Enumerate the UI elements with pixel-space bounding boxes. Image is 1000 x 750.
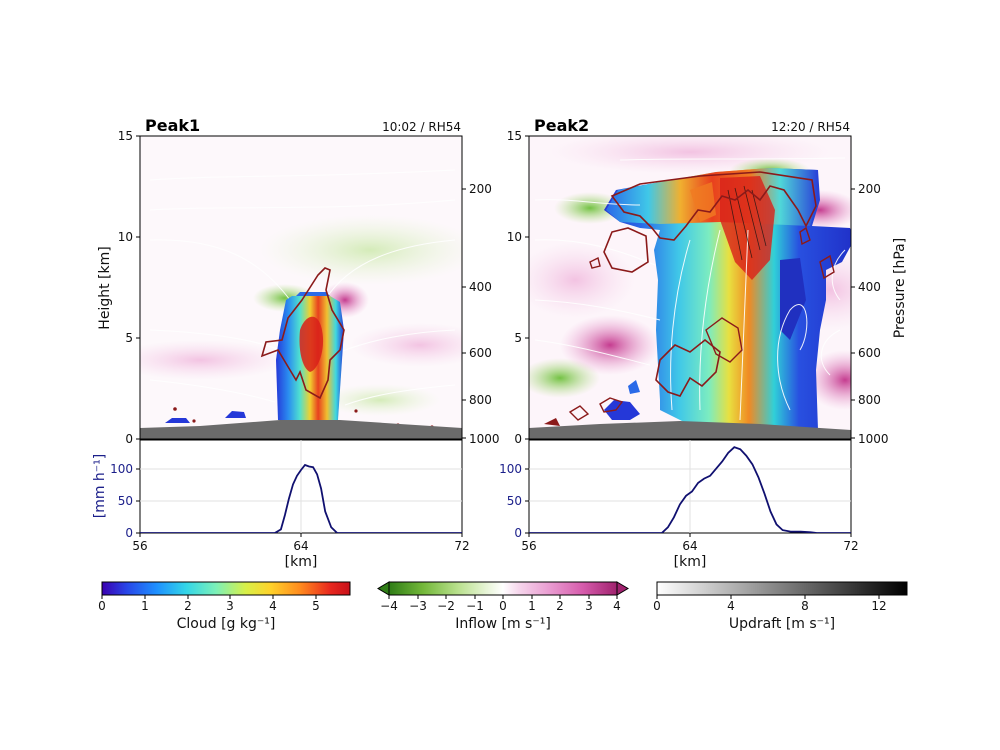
peak1-cross-section [140, 136, 462, 439]
inflow-tick-m3: −3 [409, 599, 427, 613]
peak2-ytick-15: 15 [507, 129, 522, 143]
peak2-ptick-600: 600 [858, 346, 881, 360]
cloud-tick-2: 2 [184, 599, 192, 613]
rain1-ytick-0: 0 [125, 526, 133, 540]
peak1-title: Peak1 [145, 116, 200, 135]
rain2-ytick-50: 50 [507, 494, 522, 508]
rain2-xtick-72: 72 [843, 539, 858, 553]
peak2-ytick-0: 0 [514, 432, 522, 446]
colorbar-cloud: 0 1 2 3 4 5 Cloud [g kg⁻¹] [98, 581, 351, 632]
peak2-title: Peak2 [534, 116, 589, 135]
peak2-subtitle: 12:20 / RH54 [771, 120, 850, 134]
rain1-ytick-100: 100 [110, 462, 133, 476]
inflow-tick-0: 0 [499, 599, 507, 613]
peak2-rain-line [529, 446, 851, 533]
updraft-tick-0: 0 [653, 599, 661, 613]
cloud-tick-0: 0 [98, 599, 106, 613]
peak1-ptick-400: 400 [469, 280, 492, 294]
peak1-ylabel: Height [km] [97, 246, 113, 329]
peak1-ptick-600: 600 [469, 346, 492, 360]
inflow-tick-1: 1 [528, 599, 536, 613]
peak2-ptick-200: 200 [858, 182, 881, 196]
rain1-ytick-50: 50 [118, 494, 133, 508]
rain2-xtick-64: 64 [682, 539, 697, 553]
peak1-ptick-1000: 1000 [469, 432, 500, 446]
updraft-label: Updraft [m s⁻¹] [729, 616, 835, 632]
cloud-label: Cloud [g kg⁻¹] [177, 616, 276, 632]
rain-lines [140, 446, 851, 533]
peak1-subtitle: 10:02 / RH54 [382, 120, 461, 134]
rain1-xtick-64: 64 [293, 539, 308, 553]
peak2-ytick-5: 5 [514, 331, 522, 345]
rain1-xtick-72: 72 [454, 539, 469, 553]
colorbar-updraft: 0 4 8 12 Updraft [m s⁻¹] [653, 581, 908, 632]
peak2-cross-section [529, 136, 851, 439]
peak1-ytick-10: 10 [118, 230, 133, 244]
rain1-xlabel: [km] [285, 554, 318, 570]
peak1-ptick-200: 200 [469, 182, 492, 196]
axis-ticks [136, 135, 855, 537]
rain2-ytick-100: 100 [499, 462, 522, 476]
cloud-tick-3: 3 [226, 599, 234, 613]
updraft-tick-4: 4 [727, 599, 735, 613]
peak2-ptick-800: 800 [858, 393, 881, 407]
rain2-xlabel: [km] [674, 554, 707, 570]
rain1-ylabel: [mm h⁻¹] [92, 454, 108, 519]
peak1-ytick-0: 0 [125, 432, 133, 446]
rain2-ytick-0: 0 [514, 526, 522, 540]
peak1-rain-line [140, 463, 462, 533]
peak1-ytick-15: 15 [118, 129, 133, 143]
inflow-tick-4: 4 [613, 599, 621, 613]
peak2-ylabel2: Pressure [hPa] [892, 238, 908, 338]
rain1-xtick-56: 56 [132, 539, 147, 553]
updraft-tick-8: 8 [801, 599, 809, 613]
cloud-tick-5: 5 [312, 599, 320, 613]
peak1-ytick-5: 5 [125, 331, 133, 345]
peak1-ptick-800: 800 [469, 393, 492, 407]
inflow-tick-2: 2 [556, 599, 564, 613]
rain2-xtick-56: 56 [521, 539, 536, 553]
updraft-tick-12: 12 [871, 599, 886, 613]
peak2-ptick-1000: 1000 [858, 432, 889, 446]
peak2-ptick-400: 400 [858, 280, 881, 294]
inflow-label: Inflow [m s⁻¹] [455, 616, 551, 632]
inflow-tick-m2: −2 [437, 599, 455, 613]
cloud-tick-4: 4 [269, 599, 277, 613]
colorbar-inflow: −4 −3 −2 −1 0 1 2 3 4 Inflow [m s⁻¹] [377, 581, 629, 632]
inflow-tick-3: 3 [585, 599, 593, 613]
cloud-tick-1: 1 [141, 599, 149, 613]
inflow-tick-m1: −1 [466, 599, 484, 613]
peak2-ytick-10: 10 [507, 230, 522, 244]
inflow-tick-m4: −4 [380, 599, 398, 613]
